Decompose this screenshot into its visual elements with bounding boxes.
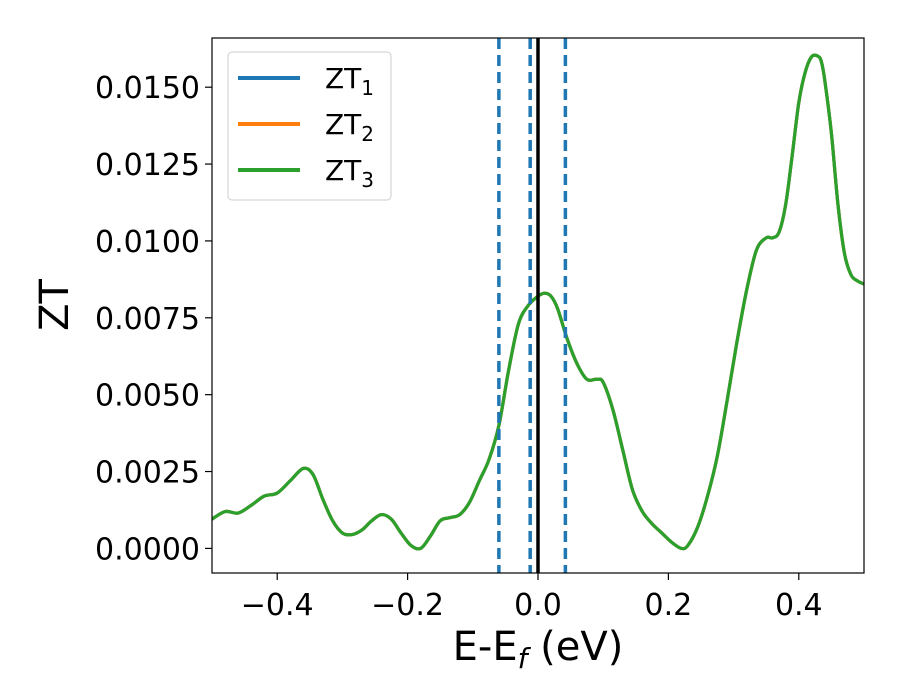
x-axis-label-main: E-E (453, 624, 518, 670)
y-tick-label: 0.0050 (95, 379, 200, 414)
x-tick-label: 0.0 (514, 588, 562, 623)
x-axis: −0.4 −0.2 0.0 0.2 0.4 (241, 573, 823, 623)
y-tick-label: 0.0125 (95, 148, 200, 183)
legend-label-zt3: ZT3 (325, 154, 374, 192)
series-line-zt3 (212, 53, 864, 551)
x-tick-label: −0.4 (241, 588, 314, 623)
y-tick-label: 0.0100 (95, 225, 200, 260)
x-tick-label: 0.4 (775, 588, 823, 623)
plot-area (212, 38, 864, 573)
y-tick-label: 0.0150 (95, 71, 200, 106)
legend-box (227, 51, 392, 201)
y-axis-label: ZT (32, 279, 78, 331)
y-tick-label: 0.0025 (95, 456, 200, 491)
legend-label-zt1: ZT1 (325, 62, 374, 100)
x-axis-label-unit: (eV) (527, 624, 623, 670)
legend-label-zt2: ZT2 (325, 108, 374, 146)
legend: ZT1 ZT2 ZT3 (227, 51, 392, 201)
x-axis-label: E-Ef (eV) (453, 624, 624, 675)
y-tick-label: 0.0000 (95, 532, 200, 567)
y-tick-label: 0.0075 (95, 302, 200, 337)
y-axis: 0.0000 0.0025 0.0050 0.0075 0.0100 0.0125 0.01… (95, 71, 212, 567)
x-tick-label: 0.2 (645, 588, 693, 623)
x-tick-label: −0.2 (371, 588, 444, 623)
